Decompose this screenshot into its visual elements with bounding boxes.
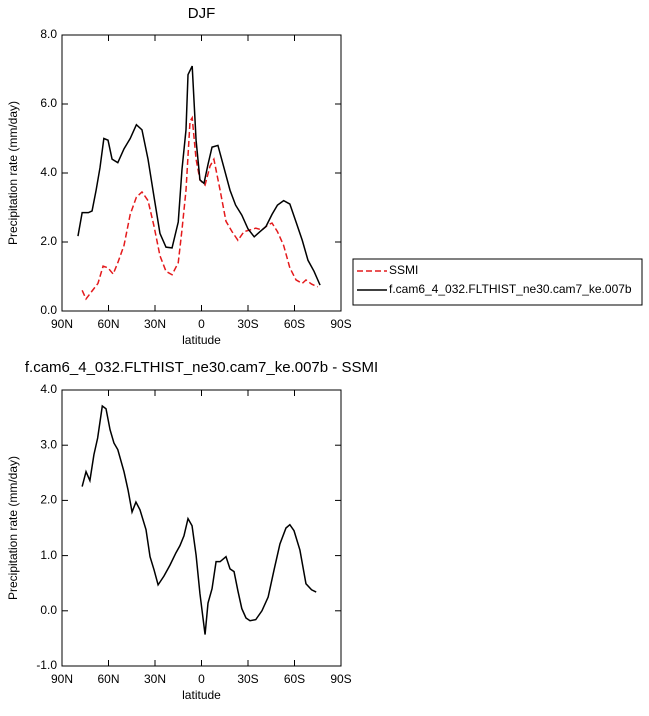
y-tick-label: 0.0	[40, 603, 57, 617]
y-axis-label: Precipitation rate (mm/day)	[6, 456, 20, 600]
y-tick-label: 0.0	[40, 303, 57, 317]
legend-box	[352, 258, 643, 306]
y-tick-label: 3.0	[40, 437, 57, 451]
x-tick-label: 90N	[51, 672, 73, 686]
x-tick-label: 30N	[144, 672, 166, 686]
x-tick-label: 30S	[237, 672, 258, 686]
series-line	[81, 404, 317, 635]
plot-frame	[61, 389, 342, 667]
y-tick-label: 4.0	[40, 165, 57, 179]
y-tick-label: 8.0	[40, 27, 57, 41]
x-tick-label: 0	[198, 317, 205, 331]
x-tick-label: 60N	[97, 317, 119, 331]
x-tick-label: 60N	[97, 672, 119, 686]
x-tick-label: 30N	[144, 317, 166, 331]
y-tick-label: 4.0	[40, 382, 57, 396]
x-tick-label: 60S	[284, 672, 305, 686]
y-tick-label: 2.0	[40, 234, 57, 248]
x-tick-label: 0	[198, 672, 205, 686]
x-tick-label: 90S	[330, 317, 351, 331]
y-tick-label: -1.0	[36, 658, 57, 672]
x-tick-label: 60S	[284, 317, 305, 331]
plot-frame	[61, 34, 342, 312]
x-tick-label: 90N	[51, 317, 73, 331]
x-axis-label: latitude	[182, 688, 221, 702]
chart-title: DJF	[188, 5, 216, 22]
y-tick-label: 1.0	[40, 548, 57, 562]
x-tick-label: 90S	[330, 672, 351, 686]
y-tick-label: 6.0	[40, 96, 57, 110]
legend-label: f.cam6_4_032.FLTHIST_ne30.cam7_ke.007b	[389, 282, 632, 296]
y-axis-label: Precipitation rate (mm/day)	[6, 101, 20, 245]
series-line	[81, 115, 319, 301]
chart-title: f.cam6_4_032.FLTHIST_ne30.cam7_ke.007b -…	[25, 359, 378, 376]
series-line	[77, 65, 321, 286]
x-tick-label: 30S	[237, 317, 258, 331]
x-axis-label: latitude	[182, 333, 221, 347]
y-tick-label: 2.0	[40, 493, 57, 507]
legend-label: SSMI	[389, 263, 418, 277]
